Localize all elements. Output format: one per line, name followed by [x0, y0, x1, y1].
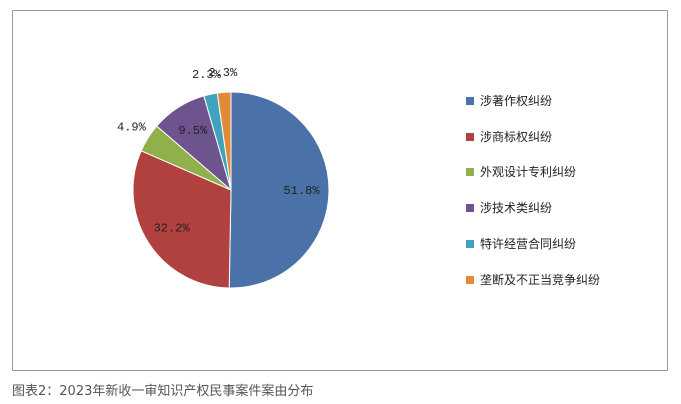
legend-swatch — [466, 204, 474, 213]
legend-item: 特许经营合同纠纷 — [466, 236, 601, 253]
legend-label: 涉商标权纠纷 — [480, 129, 553, 144]
legend-swatch — [466, 168, 474, 177]
data-label: 2.3% — [192, 68, 222, 82]
legend-label: 涉著作权纠纷 — [480, 94, 553, 108]
data-label: 9.5% — [178, 124, 208, 138]
legend-label: 特许经营合同纠纷 — [480, 236, 577, 251]
data-label: 32.2% — [154, 221, 191, 235]
pie-slice — [132, 150, 232, 289]
data-label: 4.9% — [117, 121, 147, 135]
legend-item: 垄断及不正当竞争纠纷 — [466, 272, 601, 289]
pie-slice — [216, 91, 232, 191]
legend-item: 涉著作权纠纷 — [466, 93, 601, 110]
legend-item: 外观设计专利纠纷 — [466, 164, 601, 181]
legend-label: 涉技术类纠纷 — [480, 201, 553, 216]
legend-item: 涉商标权纠纷 — [466, 129, 601, 146]
chart-frame — [12, 10, 668, 371]
data-label: 2.3% — [208, 66, 238, 80]
pie-slice — [228, 91, 330, 289]
legend-swatch — [466, 275, 474, 284]
data-label: 51.8% — [284, 184, 321, 198]
legend-swatch — [466, 132, 474, 141]
legend-label: 垄断及不正当竞争纠纷 — [480, 272, 601, 287]
legend-swatch — [466, 97, 474, 105]
legend-item: 涉技术类纠纷 — [466, 200, 601, 217]
legend-swatch — [466, 239, 474, 248]
caption: 图表2：2023年新收一审知识产权民事案件案由分布 — [12, 384, 314, 399]
legend-label: 外观设计专利纠纷 — [480, 165, 577, 180]
